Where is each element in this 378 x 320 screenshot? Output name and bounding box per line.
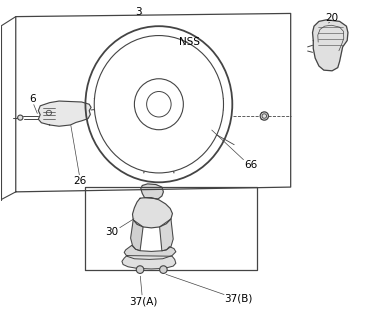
Polygon shape (133, 197, 172, 228)
Polygon shape (160, 219, 173, 251)
Ellipse shape (94, 36, 223, 173)
Ellipse shape (135, 79, 183, 130)
Ellipse shape (260, 112, 268, 120)
Polygon shape (195, 124, 212, 131)
Polygon shape (313, 20, 348, 71)
Polygon shape (124, 245, 176, 260)
Polygon shape (131, 220, 143, 251)
Text: 6: 6 (29, 94, 36, 104)
Text: 20: 20 (325, 13, 339, 23)
Text: 5: 5 (259, 112, 266, 122)
Text: NSS: NSS (178, 37, 200, 47)
Polygon shape (122, 256, 176, 269)
Ellipse shape (160, 266, 167, 273)
Text: 37(A): 37(A) (130, 297, 158, 307)
Text: 26: 26 (73, 176, 87, 186)
Ellipse shape (136, 266, 144, 273)
Text: 66: 66 (245, 160, 258, 170)
Polygon shape (38, 101, 91, 126)
Ellipse shape (18, 115, 23, 120)
Text: 3: 3 (135, 7, 141, 17)
Text: 37(B): 37(B) (224, 293, 252, 304)
Polygon shape (141, 184, 163, 199)
Text: 30: 30 (105, 227, 118, 237)
